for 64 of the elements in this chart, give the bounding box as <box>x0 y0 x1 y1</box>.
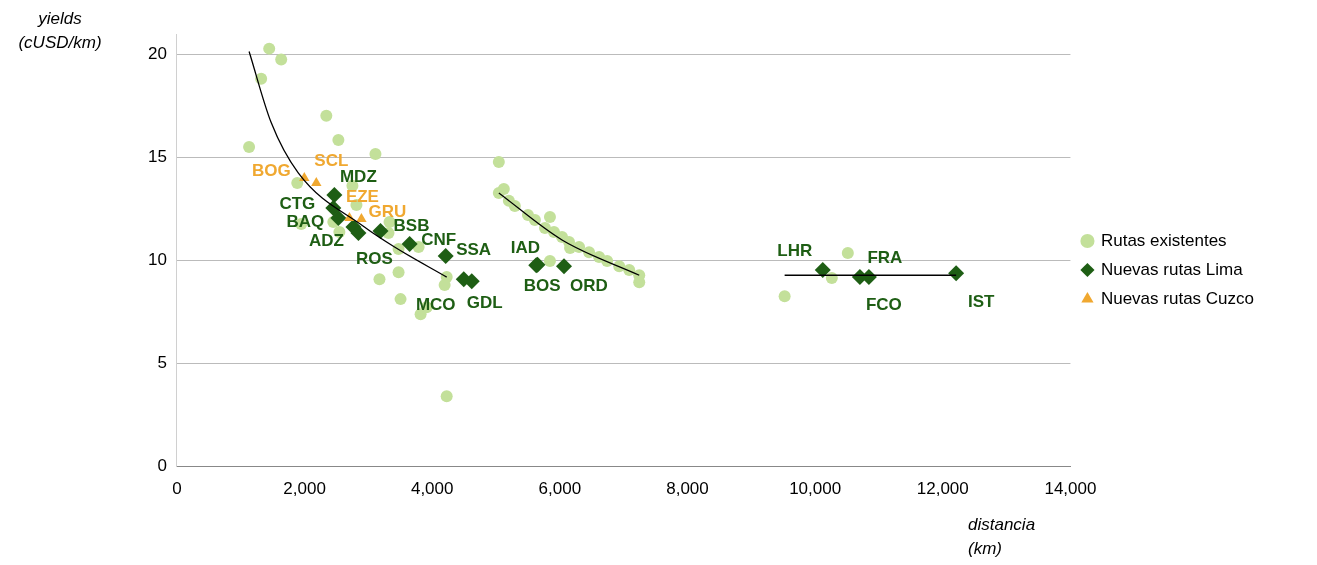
y-tick-label: 5 <box>157 353 167 373</box>
y-tick-label: 10 <box>147 250 167 270</box>
point <box>291 176 304 189</box>
point <box>330 209 347 226</box>
x-tick-label: 6,000 <box>538 479 582 499</box>
data-label: MCO <box>415 294 456 314</box>
y-tick-label: 15 <box>147 147 167 167</box>
data-label: BOG <box>251 160 291 180</box>
legend-label: Rutas existentes <box>1100 230 1227 250</box>
data-label: EZE <box>345 186 379 206</box>
data-label: FRA <box>867 247 903 267</box>
point <box>543 255 556 268</box>
x-tick-label: 12,000 <box>916 479 969 499</box>
point <box>326 186 343 203</box>
point <box>392 266 405 279</box>
data-label: SSA <box>456 239 492 259</box>
data-label: ADZ <box>308 230 344 250</box>
data-label: IAD <box>510 238 541 258</box>
legend-label: Nuevas rutas Cuzco <box>1100 288 1255 308</box>
point <box>440 390 453 403</box>
x-tick-label: 0 <box>172 479 182 499</box>
x-tick-label: 8,000 <box>666 479 709 499</box>
point <box>373 273 386 286</box>
point <box>394 293 407 306</box>
x-tick-label: 4,000 <box>410 479 454 499</box>
data-label: IST <box>967 291 995 311</box>
point <box>320 109 333 122</box>
legend-label: Nuevas rutas Lima <box>1100 259 1244 279</box>
data-label: BOS <box>523 275 561 295</box>
x-tick-label: 2,000 <box>283 479 326 499</box>
point <box>841 246 854 259</box>
point <box>263 42 276 55</box>
point <box>401 236 418 253</box>
point <box>556 258 572 275</box>
point <box>825 272 838 285</box>
data-label: GDL <box>466 292 503 312</box>
data-label: CTG <box>279 193 316 213</box>
y-axis-title: yields (cUSD/km) <box>18 9 102 52</box>
point <box>492 155 505 168</box>
point <box>275 53 288 66</box>
data-label: ORD <box>570 275 608 295</box>
data-label: BAQ <box>286 211 325 231</box>
data-label: LHR <box>777 240 813 260</box>
point <box>311 176 322 186</box>
point <box>543 210 556 223</box>
point <box>948 265 965 282</box>
point <box>356 212 367 222</box>
point <box>369 147 382 160</box>
x-tick-label: 14,000 <box>1044 479 1097 499</box>
point <box>438 279 451 292</box>
data-label: ROS <box>356 248 393 268</box>
y-tick-label: 0 <box>157 456 167 476</box>
point <box>437 248 454 265</box>
data-label: FCO <box>865 294 902 314</box>
point <box>243 140 256 153</box>
point <box>350 225 367 241</box>
point <box>778 290 791 303</box>
point <box>492 187 505 200</box>
point <box>372 222 389 239</box>
point <box>814 262 831 279</box>
point <box>332 133 345 146</box>
x-axis-title: distancia (km) <box>968 515 1036 558</box>
x-tick-label: 10,000 <box>789 479 842 499</box>
y-tick-label: 20 <box>147 44 167 64</box>
